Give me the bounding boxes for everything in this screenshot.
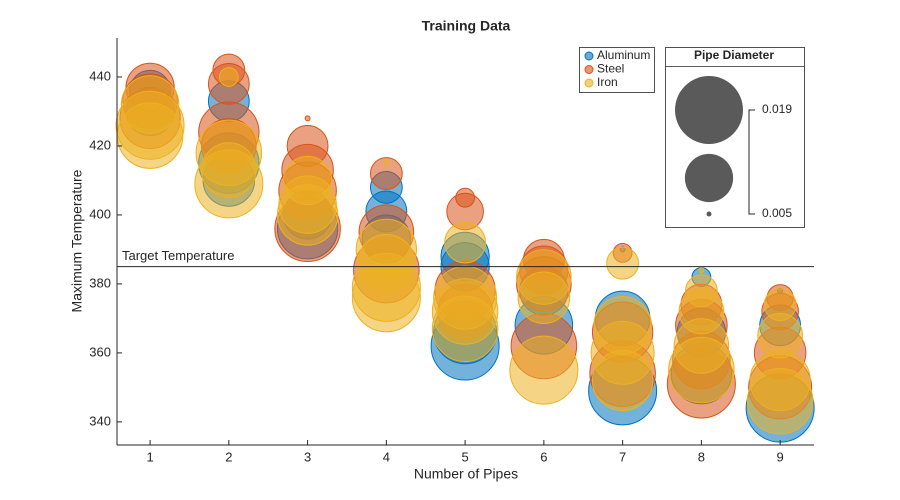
chart-title: Training Data <box>422 18 511 34</box>
bubble <box>668 336 735 404</box>
bubble-legend-circle <box>675 76 743 144</box>
bubble <box>431 295 499 363</box>
plot-area <box>115 53 815 443</box>
bubble <box>383 160 390 167</box>
bubble <box>516 249 572 305</box>
bubble-legend-bracket <box>748 109 755 215</box>
bubble <box>591 349 654 412</box>
bubble-legend-circle <box>684 153 734 203</box>
legend-swatch <box>584 51 594 61</box>
y-tick-label: 380 <box>89 275 111 290</box>
x-tick-label: 9 <box>777 449 784 464</box>
bubble <box>606 246 640 280</box>
bubble <box>746 367 814 435</box>
legend-swatch <box>584 65 594 74</box>
bubble <box>678 288 725 335</box>
bubble <box>304 115 311 122</box>
bubble <box>276 184 339 246</box>
y-tick-label: 400 <box>89 206 111 221</box>
reference-line-label: Target Temperature <box>122 248 235 263</box>
legend-swatch <box>584 78 594 88</box>
bubble-legend-circle <box>706 211 712 217</box>
legend-label: Aluminum <box>597 48 650 62</box>
y-tick-label: 340 <box>89 413 111 428</box>
x-tick-label: 7 <box>619 449 626 464</box>
bubble <box>120 75 180 134</box>
bubble <box>369 157 403 190</box>
x-axis-label: Number of Pipes <box>414 466 518 482</box>
bubble-legend-title: Pipe Diameter <box>694 48 774 62</box>
bubble <box>218 67 239 87</box>
x-tick-label: 5 <box>461 449 468 464</box>
bubble <box>357 233 416 293</box>
bubble <box>698 267 705 274</box>
y-tick-label: 420 <box>89 137 111 152</box>
bubble <box>444 221 487 264</box>
x-tick-label: 6 <box>540 449 547 464</box>
x-tick-label: 2 <box>225 449 232 464</box>
bubble <box>509 335 579 405</box>
x-tick-label: 1 <box>146 449 153 464</box>
y-tick-label: 360 <box>89 344 111 359</box>
legend-label: Steel <box>597 62 624 76</box>
bubble-legend-box <box>665 47 805 228</box>
bubble <box>201 142 257 198</box>
bubble <box>593 296 652 355</box>
x-tick-label: 4 <box>383 449 390 464</box>
x-tick-label: 3 <box>304 449 311 464</box>
y-tick-label: 440 <box>89 68 111 83</box>
x-tick-label: 8 <box>698 449 705 464</box>
legend-label: Iron <box>597 75 618 89</box>
bubble-legend-label: 0.005 <box>762 206 792 220</box>
bubble-legend-label: 0.019 <box>762 102 792 116</box>
y-axis-label: Maximum Temperature <box>69 169 85 312</box>
